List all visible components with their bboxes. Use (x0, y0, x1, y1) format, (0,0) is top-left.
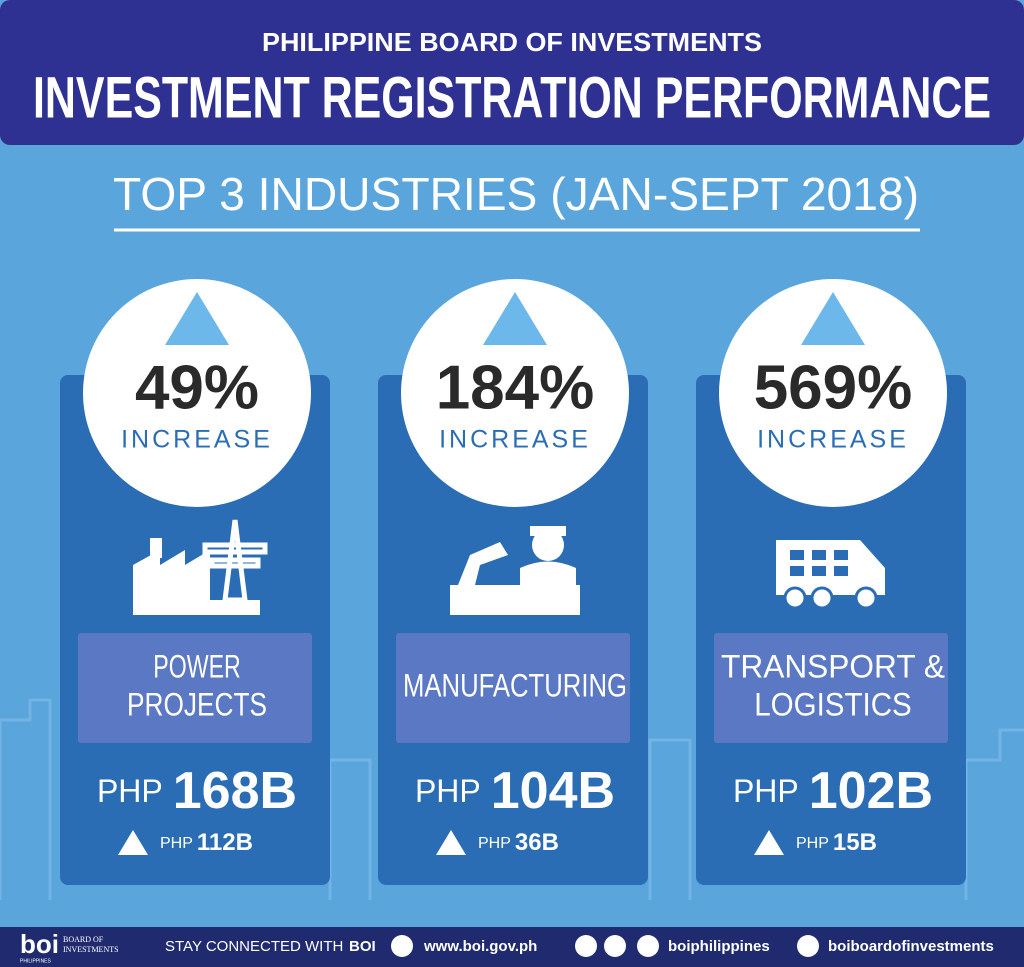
industry-name: LOGISTICS (754, 686, 912, 722)
increase-triangle (483, 292, 547, 345)
industry-name: MANUFACTURING (403, 667, 627, 703)
change-value: 36B (515, 829, 559, 856)
subtitle: TOP 3 INDUSTRIES (JAN-SEPT 2018) (113, 168, 919, 220)
instagram-icon[interactable] (637, 935, 659, 957)
footer-logo-name: INVESTMENTS (63, 945, 119, 954)
industry-name: POWER (153, 648, 241, 684)
footer-logo-name: BOARD OF (63, 935, 104, 944)
amount: PHP 168B (97, 762, 297, 820)
percent-value: 569% (754, 353, 913, 422)
change-triangle (436, 830, 466, 855)
change: PHP 36B (478, 829, 559, 856)
amount-currency: PHP (415, 773, 481, 809)
amount-value: 168B (173, 762, 297, 820)
footer-youtube[interactable]: boiboardofinvestments (828, 938, 994, 955)
footer-band (0, 927, 1024, 967)
footer-social[interactable]: boiphilippines (668, 938, 770, 955)
youtube-icon[interactable] (797, 935, 819, 957)
header-title: INVESTMENT REGISTRATION PERFORMANCE (33, 65, 991, 130)
change-currency: PHP (796, 835, 829, 852)
increase-triangle (801, 292, 865, 345)
amount: PHP 104B (415, 762, 615, 820)
percent-circle (401, 279, 629, 507)
percent-value: 184% (436, 353, 595, 422)
footer-website[interactable]: www.boi.gov.ph (423, 938, 537, 955)
change-currency: PHP (478, 835, 511, 852)
amount-value: 102B (809, 762, 933, 820)
web-icon (391, 935, 413, 957)
industry-box (78, 633, 312, 743)
icon-power (133, 519, 268, 615)
industry-box (396, 633, 630, 743)
industry-box (714, 633, 948, 743)
card (378, 375, 648, 885)
change-triangle (118, 830, 148, 855)
skyline (0, 698, 1024, 900)
amount-currency: PHP (733, 773, 799, 809)
footer-logo-country: PHILIPPINES (20, 958, 52, 964)
change: PHP 112B (160, 829, 253, 856)
amount: PHP 102B (733, 762, 933, 820)
percent-circle (719, 279, 947, 507)
card (696, 375, 966, 885)
twitter-icon[interactable] (604, 935, 626, 957)
footer-logo: boi (20, 929, 59, 959)
header-band (0, 0, 1024, 145)
percent-label: INCREASE (121, 426, 273, 454)
change-currency: PHP (160, 835, 193, 852)
percent-label: INCREASE (439, 426, 591, 454)
increase-triangle (165, 292, 229, 345)
amount-currency: PHP (97, 773, 163, 809)
change-value: 15B (833, 829, 877, 856)
facebook-icon[interactable] (575, 935, 597, 957)
icon-transport (776, 540, 885, 610)
footer-stay: STAY CONNECTED WITH (165, 938, 343, 955)
change-triangle (754, 830, 784, 855)
industry-name: PROJECTS (127, 686, 267, 722)
percent-label: INCREASE (757, 426, 909, 454)
change-value: 112B (197, 829, 253, 856)
percent-circle (83, 279, 311, 507)
change: PHP 15B (796, 829, 877, 856)
icon-manufacturing (450, 526, 580, 615)
amount-value: 104B (491, 762, 615, 820)
card (60, 375, 330, 885)
header-org: PHILIPPINE BOARD OF INVESTMENTS (262, 27, 762, 57)
footer-stay-brand: BOI (349, 938, 376, 955)
percent-value: 49% (135, 353, 259, 422)
industry-name: TRANSPORT & (721, 648, 945, 684)
